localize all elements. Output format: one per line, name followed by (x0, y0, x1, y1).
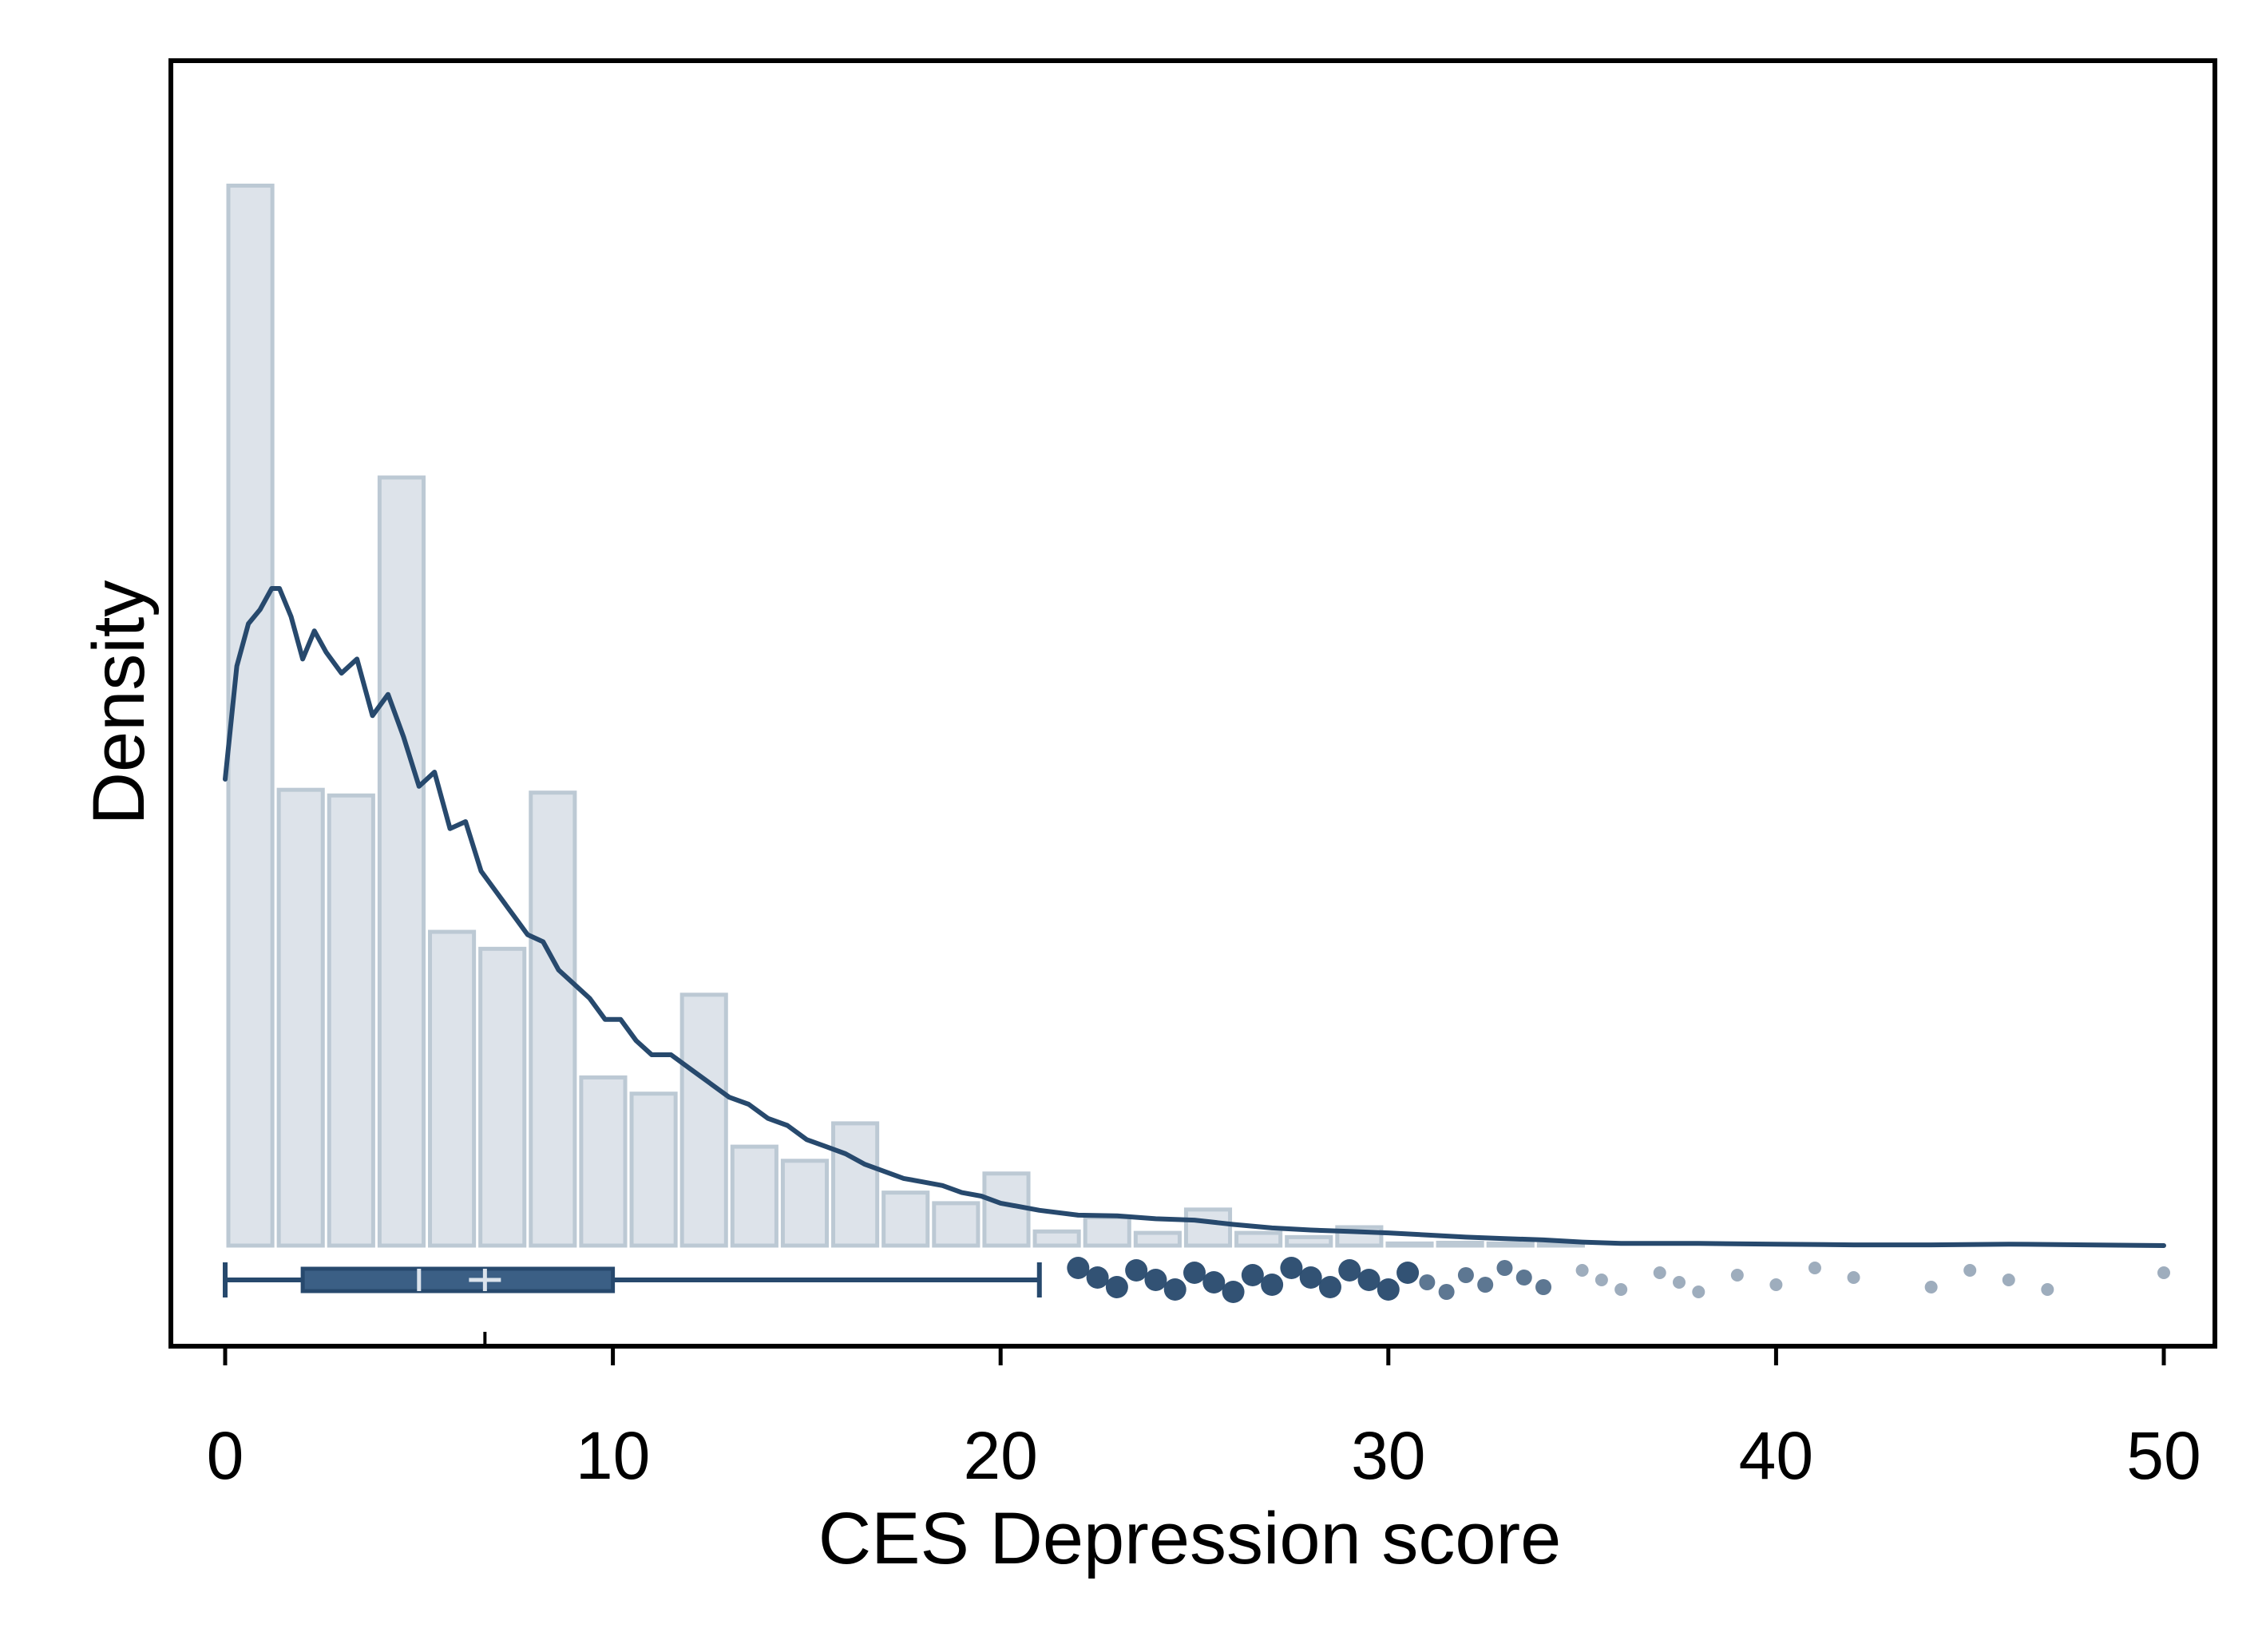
histogram-bar (529, 790, 577, 1248)
outlier-point (1963, 1264, 1977, 1277)
histogram-bar (831, 1121, 880, 1248)
x-axis-label: CES Depression score (818, 1498, 1562, 1579)
histogram-bar (377, 475, 426, 1248)
x-axis: 0 10 20 30 40 50 (207, 1346, 2201, 1493)
x-tick-label: 10 (576, 1418, 650, 1493)
outlier-point (1163, 1278, 1186, 1301)
outlier-point (1614, 1283, 1628, 1296)
outlier-point (1183, 1262, 1206, 1284)
y-axis-label: Density (78, 580, 160, 826)
histogram-bar (629, 1091, 678, 1248)
x-tick-label: 30 (1351, 1418, 1425, 1493)
histogram-bar (1234, 1230, 1283, 1248)
outlier-point (1067, 1257, 1090, 1279)
outlier-point (1595, 1274, 1608, 1286)
outlier-point (1105, 1276, 1128, 1298)
histogram-bar (1385, 1241, 1434, 1248)
outlier-point (1438, 1284, 1455, 1300)
outlier-point (1515, 1270, 1532, 1286)
histogram-bar (780, 1159, 830, 1248)
outlier-point (1653, 1266, 1666, 1279)
histogram-bar (1285, 1234, 1333, 1248)
histogram-bar (1486, 1241, 1535, 1248)
histogram-bars (226, 184, 1585, 1248)
histogram-bar (327, 793, 375, 1248)
histogram-bar (932, 1201, 980, 1248)
histogram-bar (1183, 1207, 1233, 1248)
outlier-point (1357, 1269, 1381, 1291)
outlier-point (1673, 1276, 1686, 1289)
histogram-bar (1133, 1230, 1182, 1248)
outlier-point (1692, 1286, 1705, 1298)
outlier-point (1457, 1267, 1474, 1283)
boxplot-layer (223, 1257, 2170, 1346)
x-tick-label: 40 (1739, 1418, 1813, 1493)
histogram-bar (579, 1075, 628, 1248)
outlier-point (1318, 1276, 1341, 1298)
outlier-point (1575, 1264, 1589, 1277)
outlier-point (1924, 1281, 1938, 1293)
outlier-point (2041, 1283, 2054, 1296)
plot-frame (168, 58, 2217, 1349)
histogram-bar (679, 992, 728, 1248)
histogram-bar (478, 946, 527, 1248)
outlier-point (1396, 1262, 1420, 1284)
outlier-point (1847, 1271, 1860, 1284)
outlier-point (2002, 1274, 2015, 1286)
outlier-point (1377, 1278, 1400, 1301)
histogram-bar (982, 1171, 1031, 1248)
outlier-point (1125, 1259, 1148, 1282)
x-tick-label: 20 (963, 1418, 1037, 1493)
density-curve-layer (223, 586, 2166, 1248)
histogram-bar (730, 1144, 778, 1248)
histogram-bar (428, 929, 477, 1248)
iqr-box (300, 1266, 616, 1293)
histogram-bar (881, 1190, 930, 1248)
outlier-point (1338, 1259, 1361, 1282)
outlier-point (1477, 1277, 1494, 1293)
outlier-point (1144, 1269, 1167, 1291)
histogram-bar (1032, 1229, 1081, 1248)
outlier-point (1299, 1266, 1322, 1289)
outlier-point (1730, 1269, 1744, 1282)
outlier-point (1496, 1260, 1513, 1276)
x-tick-label: 0 (207, 1418, 244, 1493)
histogram-bar (276, 787, 325, 1248)
x-tick-label: 50 (2126, 1418, 2201, 1493)
histogram-bar (1083, 1215, 1131, 1248)
outlier-point (1261, 1274, 1284, 1296)
histogram-bar (1436, 1240, 1484, 1248)
outlier-point (1535, 1279, 1552, 1295)
outlier-point (1241, 1264, 1264, 1286)
histogram-bar (226, 184, 275, 1248)
density-curve (223, 586, 2166, 1248)
outlier-point (1086, 1266, 1109, 1289)
outlier-point (1280, 1257, 1303, 1279)
histogram-bar (1536, 1242, 1585, 1248)
outlier-point (1222, 1281, 1245, 1303)
outlier-point (1769, 1278, 1783, 1291)
outlier-point (2157, 1266, 2170, 1279)
outlier-point (1419, 1274, 1436, 1290)
outlier-point (1202, 1271, 1226, 1293)
outlier-point (1808, 1262, 1821, 1274)
